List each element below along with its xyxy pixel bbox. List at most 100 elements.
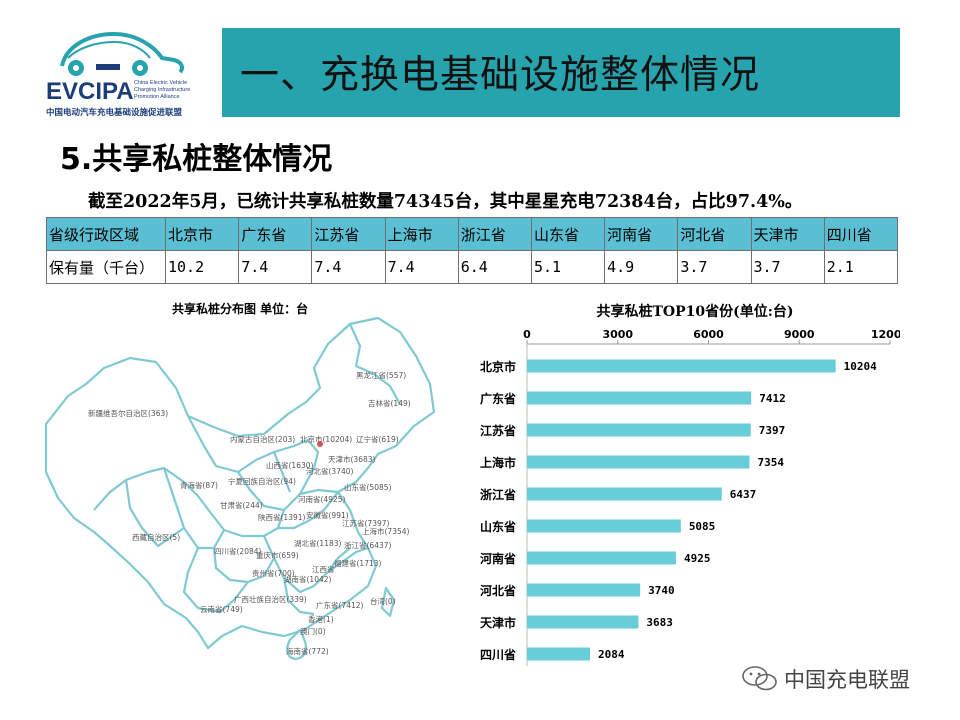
map-label: 浙江省(6437) [344,541,392,550]
map-label: 宁夏回族自治区(94) [228,477,296,486]
wechat-icon [742,666,777,691]
map-label: 福建省(1713) [334,559,382,568]
bar [527,391,752,405]
map-label: 西藏自治区(5) [132,533,181,542]
bar [527,551,676,565]
bar [527,487,722,501]
map-label: 陕西省(1391) [258,513,306,522]
map-label: 黑龙江省(557) [356,371,407,380]
table-cell: 10.2 [164,250,240,284]
table-cell: 6.4 [457,250,532,284]
map-label: 北京市(10204) [300,435,353,444]
bar [527,583,641,597]
map-label: 吉林省(149) [368,399,411,408]
table-cell: 上海市 [384,217,459,251]
map-label: 湖南省(1042) [284,575,332,584]
table-cell: 北京市 [164,217,240,251]
table-cell: 7.4 [384,250,459,284]
logo-cn-name: 中国电动汽车充电基础设施促进联盟 [46,108,183,118]
data-label: 7354 [757,456,784,469]
data-label: 3740 [648,584,675,597]
map-label: 青海省(87) [180,481,218,490]
table-row: 保有量（千台） 10.2 7.4 7.4 7.4 6.4 5.1 4.9 3.7… [46,250,899,284]
data-label: 2084 [598,648,625,661]
category-label: 山东省 [480,519,516,534]
map-label: 内蒙古自治区(203) [230,435,296,444]
category-label: 浙江省 [480,487,516,502]
map-label: 河北省(3740) [306,467,354,476]
table-cell: 河南省 [604,217,679,251]
x-tick-label: 3000 [602,328,633,341]
summary-text: 截至2022年5月，已统计共享私桩数量74345台，其中星星充电72384台，占… [88,192,803,212]
x-tick-label: 12000 [871,328,900,341]
table-cell: 4.9 [604,250,679,284]
data-label: 5085 [689,520,716,533]
bar [527,359,836,373]
map-label: 新疆维吾尔自治区(363) [88,409,169,418]
bar [527,615,639,629]
watermark: 中国充电联盟 [740,664,910,692]
map-title: 共享私桩分布图 单位：台 [172,302,309,316]
holdings-table: 省级行政区域 北京市 广东省 江苏省 上海市 浙江省 山东省 河南省 河北省 天… [46,217,899,284]
map-label: 云南省(749) [200,605,243,614]
category-label: 天津市 [480,615,516,630]
table-cell: 四川省 [823,217,899,251]
table-header-row: 省级行政区域 北京市 广东省 江苏省 上海市 浙江省 山东省 河南省 河北省 天… [46,217,899,251]
data-label: 10204 [844,360,877,373]
map-label: 广西壮族自治区(339) [234,595,307,604]
map-label: 四川省(2084) [214,547,262,556]
table-cell: 天津市 [750,217,825,251]
bar [527,647,591,661]
x-tick-label: 9000 [784,328,815,341]
bar [527,423,751,437]
map-label: 台湾(0) [370,597,396,606]
table-cell: 7.4 [238,250,313,284]
table-cell: 江苏省 [311,217,386,251]
x-tick-label: 6000 [693,328,724,341]
table-cell: 广东省 [238,217,313,251]
top10-bar-chart: 共享私桩TOP10省份(单位:台) 0 3000 6000 9000 12000 北京市 10… [479,303,900,666]
table-cell: 2.1 [823,250,899,284]
logo-brand: EVCIPA [46,78,134,105]
table-cell: 3.7 [750,250,825,284]
map-label: 江苏省(7397) [342,519,390,528]
map-label: 河南省(4925) [298,495,346,504]
bar [527,519,681,533]
map-label: 重庆市(659) [256,551,299,560]
data-label: 6437 [730,488,757,501]
map-label: 山东省(5085) [344,483,392,492]
logo-subtitle: China Electric Vehicle Charging Infrastr… [134,80,191,100]
map-label: 广东省(7412) [316,601,364,610]
map-label: 辽宁省(619) [356,435,399,444]
table-cell: 浙江省 [457,217,532,251]
table-row-label: 保有量（千台） [46,250,166,284]
map-label: 香港(1) [308,615,334,624]
data-label: 7412 [759,392,786,405]
category-label: 河北省 [479,583,516,598]
table-row-label: 省级行政区域 [46,217,166,251]
watermark-text: 中国充电联盟 [784,668,910,692]
map-label: 澳门(0) [300,627,326,636]
data-label: 7397 [759,424,786,437]
category-label: 江苏省 [480,423,516,438]
map-label: 贵州省(700) [252,569,295,578]
china-distribution-map: 共享私桩分布图 单位：台 黑龙江省(557) 吉林省(149) 新疆维吾尔自治区… [38,296,468,706]
page-title: 一、充换电基础设施整体情况 [240,53,761,98]
map-label: 天津市(3683) [328,455,376,464]
table-cell: 7.4 [311,250,386,284]
bar [527,455,750,469]
chart-title: 共享私桩TOP10省份(单位:台) [596,303,793,320]
category-label: 广东省 [480,391,516,406]
category-label: 河南省 [479,551,516,566]
table-cell: 3.7 [677,250,752,284]
data-label: 3683 [646,616,673,629]
section-title: 5.共享私桩整体情况 [60,142,333,177]
car-logo-icon [60,31,184,76]
map-label: 甘肃省(244) [220,501,263,510]
table-cell: 5.1 [530,250,606,284]
x-tick-label: 0 [523,328,531,341]
map-label: 湖北省(1183) [294,539,342,548]
table-cell: 山东省 [530,217,606,251]
map-label: 安徽省(991) [306,511,349,520]
category-label: 四川省 [480,647,516,662]
